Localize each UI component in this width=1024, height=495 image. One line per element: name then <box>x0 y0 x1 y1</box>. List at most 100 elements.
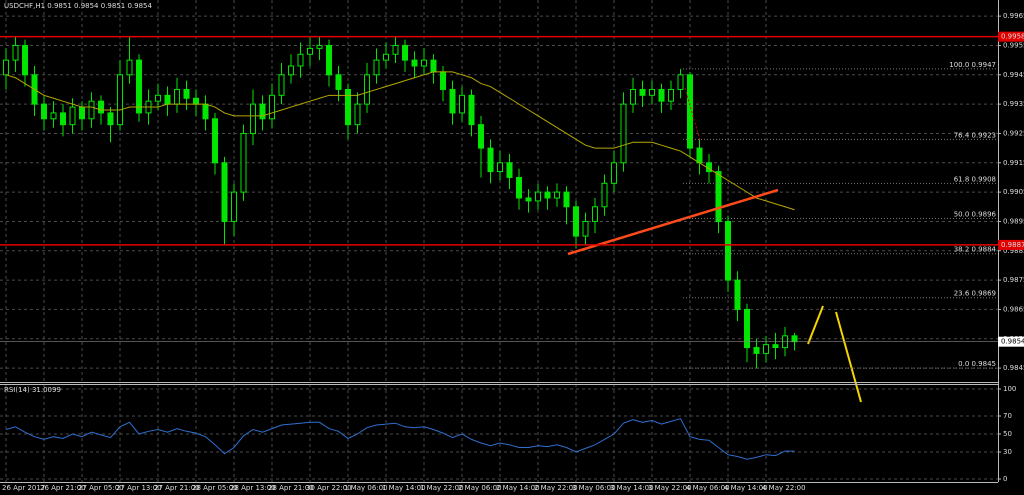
candle-body <box>715 171 722 222</box>
fib-label: 23.6 0.9869 <box>954 290 996 298</box>
candle-body <box>345 88 351 126</box>
candle-body <box>620 103 627 164</box>
x-tick-label: 26 Apr 2017 <box>2 484 45 492</box>
fib-label: 38.2 0.9884 <box>954 246 997 254</box>
candle-body <box>326 44 332 76</box>
x-tick-label: 4 May 06:00 <box>686 484 730 492</box>
x-tick-label: 2 May 22:00 <box>534 484 578 492</box>
candle-body <box>506 162 513 178</box>
level-label: 0.9887 <box>1001 241 1024 249</box>
candle-body <box>117 74 123 126</box>
x-tick-label: 28 Apr 13:00 <box>230 484 276 492</box>
x-tick-label: 4 May 14:00 <box>724 484 768 492</box>
x-tick-label: 27 Apr 05:00 <box>78 484 124 492</box>
candle-body <box>430 59 437 73</box>
x-tick-label: 2 May 06:00 <box>458 484 502 492</box>
candle-body <box>297 53 304 67</box>
candle-body <box>582 220 589 237</box>
x-tick-label: 27 Apr 13:00 <box>116 484 162 492</box>
candle-body <box>221 162 228 222</box>
candle-body <box>60 112 66 126</box>
candle-body <box>79 106 85 120</box>
candle-body <box>278 74 285 96</box>
candle-body <box>354 103 361 126</box>
y-tick-label: 50 <box>1003 430 1012 438</box>
candle-body <box>392 44 399 55</box>
rsi-line <box>5 418 795 460</box>
fib-base-line <box>684 87 701 141</box>
candle-body <box>687 74 693 149</box>
candle-body <box>668 88 674 102</box>
candle-body <box>50 112 57 120</box>
candle-body <box>107 112 114 126</box>
y-tick-label: 0.9935 <box>1003 100 1024 108</box>
y-tick-label: 0.9885 <box>1003 247 1024 255</box>
candle-body <box>525 197 532 202</box>
x-tick-label: 1 May 22:00 <box>420 484 464 492</box>
candle-body <box>487 147 494 173</box>
x-tick-label: 1 May 14:00 <box>382 484 426 492</box>
y-tick-label: 0.9925 <box>1003 129 1024 137</box>
x-tick-label: 28 Apr 05:00 <box>192 484 238 492</box>
candle-body <box>183 88 190 99</box>
candle-body <box>592 206 598 222</box>
x-tick-label: 28 Apr 21:00 <box>268 484 314 492</box>
candle-body <box>259 103 266 120</box>
candle-body <box>136 59 142 114</box>
candle-body <box>497 162 503 173</box>
x-tick-label: 4 May 22:00 <box>762 484 806 492</box>
candle-body <box>316 44 323 49</box>
marks <box>3 36 798 460</box>
candle-body <box>791 335 798 343</box>
candle-body <box>126 59 133 76</box>
candle-body <box>630 88 636 105</box>
price-box <box>998 336 1024 347</box>
candle-body <box>601 182 608 208</box>
candle-body <box>98 100 104 114</box>
candle-body <box>772 344 779 349</box>
candle-body <box>421 59 427 67</box>
y-tick-label: 30 <box>1003 448 1012 456</box>
y-tick-label: 100 <box>1003 385 1016 393</box>
candle-body <box>69 106 76 126</box>
candle-body <box>411 59 418 67</box>
y-tick-label: 0.9845 <box>1003 364 1024 372</box>
x-tick-label: 1 May 06:00 <box>344 484 388 492</box>
y-tick-label: 0.9955 <box>1003 41 1024 49</box>
candle-body <box>535 191 541 202</box>
x-tick-label: 27 Apr 21:00 <box>154 484 200 492</box>
candle-body <box>478 124 484 149</box>
candle-body <box>383 53 389 61</box>
fib-label: 61.8 0.9908 <box>954 175 996 183</box>
level-label: 0.9958 <box>1001 33 1024 41</box>
candle-body <box>231 191 237 222</box>
candle-body <box>573 206 579 237</box>
y-tick-label: 0.9875 <box>1003 276 1024 284</box>
x-tick-label: 3 May 22:00 <box>648 484 692 492</box>
candle-body <box>12 44 19 61</box>
candle-body <box>202 103 209 120</box>
candle-body <box>22 44 28 76</box>
candle-body <box>677 74 684 90</box>
rsi-title: RSI(14) 31.0099 <box>4 386 61 394</box>
candle-body <box>155 94 161 102</box>
level-box <box>998 239 1024 250</box>
candle-body <box>373 59 380 76</box>
candle-body <box>307 47 313 55</box>
candle-body <box>250 103 256 134</box>
candle-body <box>440 71 446 90</box>
candle-body <box>335 74 342 90</box>
candle-body <box>402 44 408 61</box>
y-tick-label: 0.9915 <box>1003 159 1024 167</box>
level-box <box>998 31 1024 42</box>
candle-body <box>3 59 9 76</box>
candle-body <box>763 344 769 354</box>
candle-body <box>468 94 475 126</box>
candle-body <box>88 100 95 120</box>
candle-body <box>658 88 665 102</box>
trendline <box>567 188 779 256</box>
candle-body <box>164 94 171 105</box>
candle-body <box>516 176 522 199</box>
fib-label: 50.0 0.9896 <box>954 211 997 219</box>
